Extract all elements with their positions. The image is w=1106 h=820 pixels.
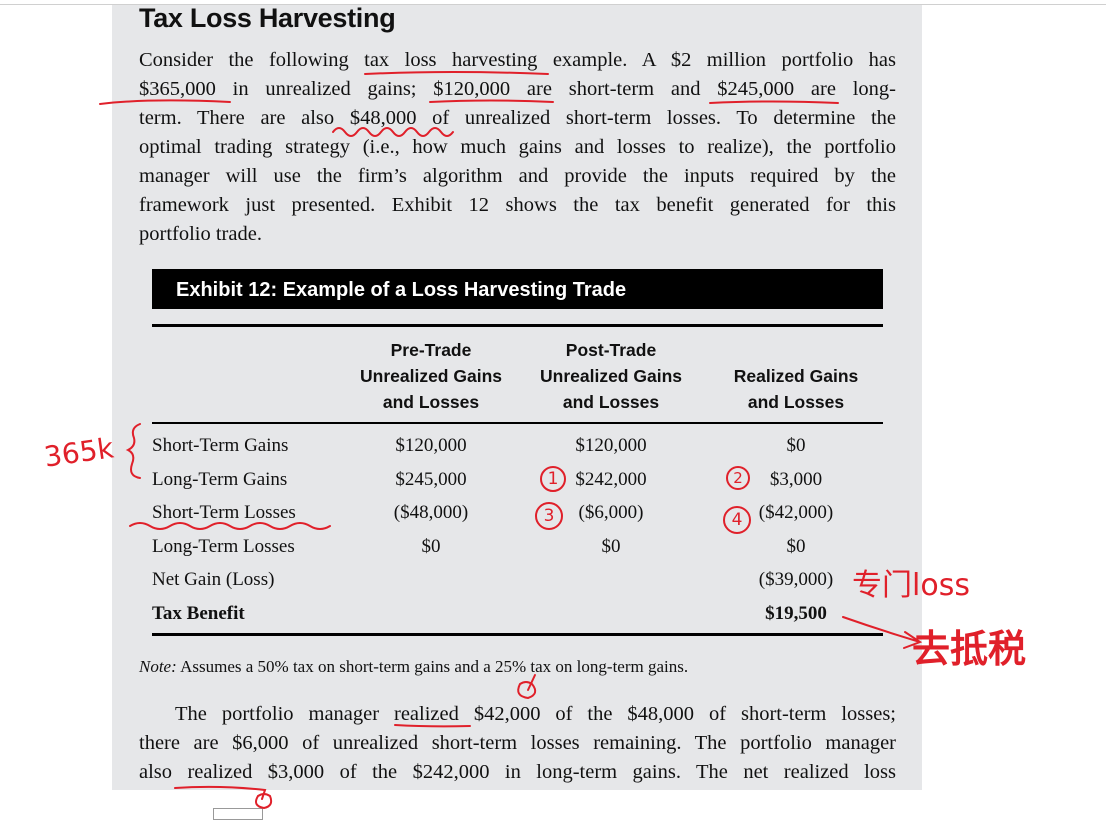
section-heading: Tax Loss Harvesting	[139, 3, 396, 33]
handwritten-note-loss: 专门loss	[852, 568, 970, 603]
cell-realized: $3,000	[769, 469, 823, 490]
document-page	[112, 5, 922, 790]
wavy-underline-48000	[332, 127, 454, 137]
cell-realized: ($39,000)	[758, 569, 834, 590]
table-row: Long-Term Losses $0 $0 $0	[152, 536, 883, 569]
arrow-to-tax	[842, 616, 923, 649]
check-mark-note	[517, 674, 537, 700]
text-line: optimal trading strategy (i.e., how much…	[139, 136, 896, 158]
cell-post: ($6,000)	[578, 502, 644, 523]
cell-pre: $120,000	[395, 435, 467, 456]
followup-paragraph: The portfolio manager realized $42,000 o…	[139, 700, 896, 787]
table-row: Long-Term Gains $245,000 $242,000 $3,000	[152, 469, 883, 502]
text-line: portfolio trade.	[139, 223, 262, 245]
header-rule	[152, 422, 883, 424]
text-line: Consider the following tax loss harvesti…	[139, 49, 896, 71]
text-line: term. There are also $48,000 of unrealiz…	[139, 107, 896, 129]
cell-realized: ($42,000)	[758, 502, 834, 523]
circled-number-2: 2	[726, 466, 750, 490]
text-line: also realized $3,000 of the $242,000 in …	[139, 761, 896, 783]
note-label: Note:	[139, 657, 177, 676]
text-line: framework just presented. Exhibit 12 sho…	[139, 194, 896, 216]
underline-120000	[429, 99, 554, 103]
cell-post: $0	[601, 536, 621, 557]
header-line: and Losses	[562, 392, 660, 412]
text-line: $365,000 in unrealized gains; $120,000 a…	[139, 78, 896, 100]
row-label: Net Gain (Loss)	[152, 569, 275, 590]
underline-tax-loss-harvesting	[364, 71, 549, 75]
cell-pre: $0	[421, 536, 441, 557]
table-row-total: Tax Benefit $19,500	[152, 603, 883, 636]
wavy-underline-short-term-losses	[129, 522, 331, 530]
text-line: there are $6,000 of unrealized short-ter…	[139, 732, 896, 754]
header-post-trade: Post-Trade Unrealized Gains and Losses	[521, 337, 701, 415]
header-line: Unrealized Gains	[360, 366, 502, 386]
circled-number-4: 4	[723, 506, 751, 534]
header-realized: Realized Gains and Losses	[706, 363, 886, 415]
header-pre-trade: Pre-Trade Unrealized Gains and Losses	[341, 337, 521, 415]
intro-paragraph: Consider the following tax loss harvesti…	[139, 46, 896, 249]
cell-post: $242,000	[575, 469, 647, 490]
header-line: Pre-Trade	[390, 340, 472, 360]
row-label: Tax Benefit	[152, 603, 245, 624]
underline-245000	[709, 100, 839, 104]
underline-realized-1	[394, 724, 471, 728]
table-bottom-rule	[152, 633, 883, 636]
row-label: Short-Term Gains	[152, 435, 289, 456]
header-line: Realized Gains	[733, 366, 859, 386]
cell-realized: $0	[786, 435, 806, 456]
header-line: and Losses	[747, 392, 845, 412]
cell-post: $120,000	[575, 435, 647, 456]
cell-pre: $245,000	[395, 469, 467, 490]
exhibit-note: Note: Assumes a 50% tax on short-term ga…	[139, 657, 688, 677]
text-line: The portfolio manager realized $42,000 o…	[175, 703, 896, 725]
note-text: Assumes a 50% tax on short-term gains an…	[176, 657, 689, 676]
table-row: Short-Term Gains $120,000 $120,000 $0	[152, 435, 883, 468]
header-line: Unrealized Gains	[540, 366, 682, 386]
underline-realized-2	[174, 785, 273, 810]
text-line: manager will use the firm’s algorithm an…	[139, 165, 896, 187]
table-top-rule	[152, 324, 883, 327]
exhibit-title: Exhibit 12: Example of a Loss Harvesting…	[152, 269, 883, 309]
table-row: Short-Term Losses ($48,000) ($6,000) ($4…	[152, 502, 883, 535]
top-divider	[0, 4, 1106, 5]
header-line: Post-Trade	[565, 340, 657, 360]
table-row: Net Gain (Loss) ($39,000)	[152, 569, 883, 602]
handwritten-note-tax: 去抵税	[912, 627, 1027, 671]
circled-number-1: 1	[540, 466, 566, 492]
underline-365000	[99, 99, 231, 105]
row-label: Long-Term Gains	[152, 469, 288, 490]
brace	[125, 423, 141, 479]
cell-realized: $19,500	[765, 603, 827, 624]
circled-number-3: 3	[535, 502, 563, 530]
header-line: and Losses	[382, 392, 480, 412]
cell-pre: ($48,000)	[393, 502, 469, 523]
row-label: Short-Term Losses	[152, 502, 296, 523]
cell-realized: $0	[786, 536, 806, 557]
row-label: Long-Term Losses	[152, 536, 295, 557]
